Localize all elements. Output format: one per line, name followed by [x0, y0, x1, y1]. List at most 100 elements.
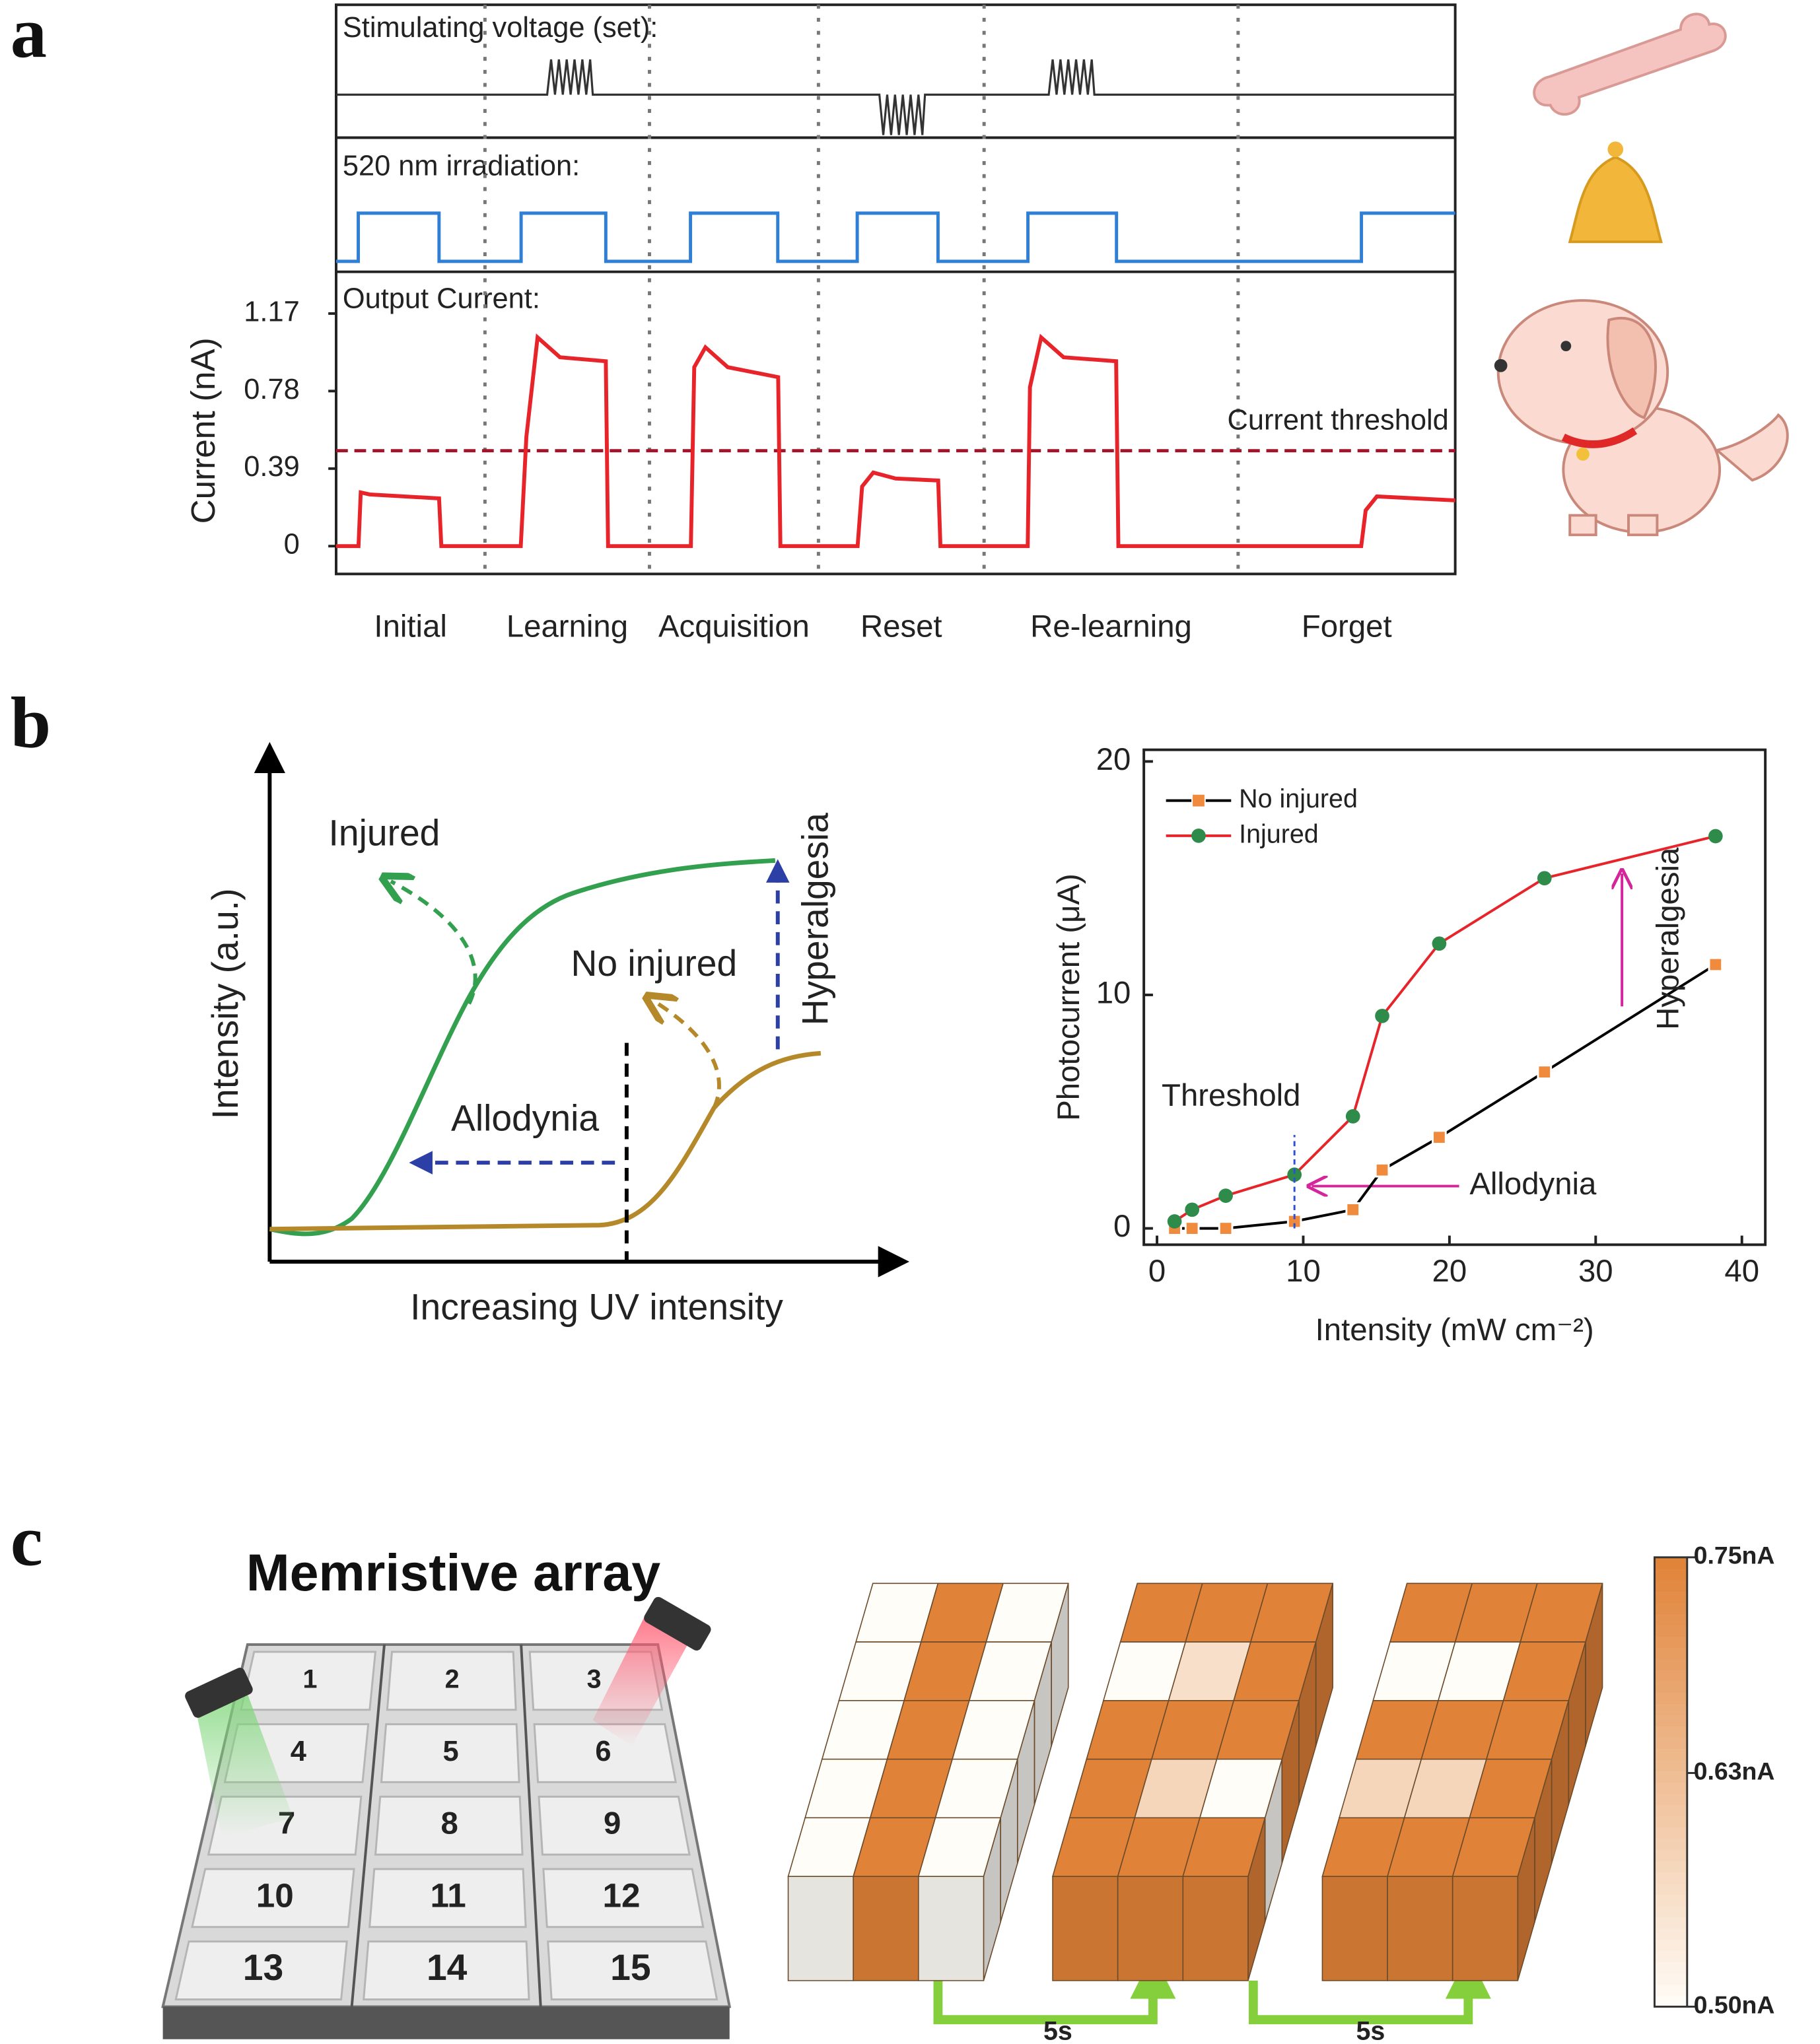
- phase-label: Reset: [860, 609, 942, 644]
- colorbar-step: [1654, 1680, 1687, 1693]
- colorbar-step: [1654, 1590, 1687, 1603]
- colorbar-step: [1654, 1827, 1687, 1839]
- phase-label: Initial: [374, 609, 447, 644]
- colorbar-step: [1654, 1737, 1687, 1750]
- panel-label: b: [11, 682, 51, 763]
- subtitle: Stimulating voltage (set):: [343, 12, 658, 44]
- cell-number: 3: [587, 1664, 602, 1693]
- no-injured-curve: [269, 1050, 822, 1232]
- curve-label: Injured: [329, 812, 440, 853]
- heatmap-cell: [1182, 1817, 1266, 1981]
- data-point: [1537, 1064, 1553, 1080]
- colorbar-label: 0.50nA: [1694, 1991, 1775, 2018]
- bell-icon: [1568, 141, 1663, 244]
- data-point: [1167, 1214, 1182, 1229]
- threshold-label: Current threshold: [1228, 405, 1449, 436]
- red-lamp: [592, 1596, 711, 1746]
- data-point: [1184, 1221, 1200, 1236]
- annotation: Hyperalgesia: [795, 813, 836, 1026]
- dashed-arrow: [654, 1001, 721, 1109]
- axis-label: Increasing UV intensity: [410, 1287, 783, 1328]
- colorbar-step: [1654, 1905, 1687, 1918]
- data-point: [1287, 1167, 1302, 1182]
- heatmap-cell: [1452, 1817, 1536, 1981]
- legend-marker: [1191, 793, 1206, 808]
- cell-number: 10: [256, 1876, 294, 1914]
- subtitle: Output Current:: [343, 283, 540, 315]
- colorbar-step: [1654, 1793, 1687, 1806]
- cell-front: [853, 1876, 919, 1981]
- injured-curve: [269, 858, 776, 1237]
- colorbar-step: [1654, 1917, 1687, 1929]
- panel-frame: [335, 3, 1457, 576]
- cell-top: [1452, 1817, 1536, 1877]
- interval-label: 5s: [1043, 2016, 1072, 2044]
- cell-top: [917, 1817, 1002, 1877]
- colorbar-step: [1654, 1703, 1687, 1716]
- colorbar-step: [1654, 1658, 1687, 1670]
- data-point: [1708, 829, 1723, 844]
- colorbar-step: [1654, 1579, 1687, 1592]
- y-tick-label: 0.78: [244, 374, 299, 405]
- colorbar-step: [1654, 1816, 1687, 1828]
- cell-number: 8: [440, 1806, 458, 1841]
- array-cell: [547, 1940, 718, 2000]
- colorbar-step: [1654, 1928, 1687, 1940]
- colorbar-step: [1654, 1984, 1687, 1996]
- cell-number: 4: [291, 1736, 306, 1767]
- cell-number: 2: [445, 1664, 460, 1693]
- data-point: [1218, 1188, 1233, 1203]
- colorbar-step: [1654, 1557, 1687, 1569]
- colorbar-step: [1654, 1995, 1687, 2008]
- current-trace: [335, 333, 1455, 549]
- subtitle: 520 nm irradiation:: [343, 150, 580, 182]
- x-tick-label: 0: [1148, 1254, 1166, 1289]
- data-point: [1218, 1221, 1234, 1236]
- x-tick-label: 40: [1724, 1254, 1759, 1289]
- x-axis-label: Intensity (mW cm⁻²): [1315, 1312, 1594, 1347]
- colorbar-label: 0.63nA: [1694, 1757, 1775, 1785]
- voltage-trace: [335, 59, 1455, 135]
- cell-front: [787, 1876, 854, 1981]
- phase-label: Forget: [1302, 609, 1392, 644]
- colorbar-step: [1654, 1647, 1687, 1659]
- bone-icon: [1533, 13, 1727, 116]
- array-cell: [368, 1868, 527, 1928]
- data-point: [1345, 1109, 1360, 1124]
- array-title: Memristive array: [246, 1544, 660, 1602]
- cell-front: [1052, 1876, 1119, 1981]
- data-point: [1374, 1162, 1390, 1178]
- cell-number: 1: [303, 1664, 318, 1693]
- legend-label: Injured: [1239, 819, 1319, 848]
- threshold-label: Threshold: [1162, 1078, 1300, 1113]
- cell-front: [1117, 1876, 1184, 1981]
- colorbar-step: [1654, 1804, 1687, 1817]
- y-tick-label: 0.39: [244, 451, 299, 483]
- irradiation-trace: [335, 211, 1455, 263]
- column-divider: [350, 1644, 386, 2007]
- annotation: Allodynia: [451, 1098, 599, 1139]
- dog-icon: [1494, 299, 1789, 537]
- heatmap-cell: [917, 1817, 1002, 1981]
- cell-front: [1321, 1876, 1388, 1981]
- colorbar-step: [1654, 1939, 1687, 1952]
- data-point: [1537, 871, 1552, 886]
- colorbar-step: [1654, 1973, 1687, 1985]
- phase-label: Re-learning: [1030, 609, 1192, 644]
- colorbar-label: 0.75nA: [1694, 1542, 1775, 1569]
- array-cell: [542, 1868, 705, 1928]
- cell-number: 12: [603, 1876, 641, 1914]
- data-point: [1432, 936, 1447, 951]
- colorbar-step: [1654, 1669, 1687, 1682]
- colorbar-step: [1654, 1568, 1687, 1581]
- array-cell: [386, 1651, 517, 1711]
- colorbar-step: [1654, 1635, 1687, 1648]
- colorbar-step: [1654, 1838, 1687, 1851]
- colorbar-step: [1654, 1759, 1687, 1772]
- colorbar-frame: [1653, 1556, 1689, 2008]
- cell-number: 5: [443, 1736, 459, 1767]
- array-cell: [174, 1940, 348, 2000]
